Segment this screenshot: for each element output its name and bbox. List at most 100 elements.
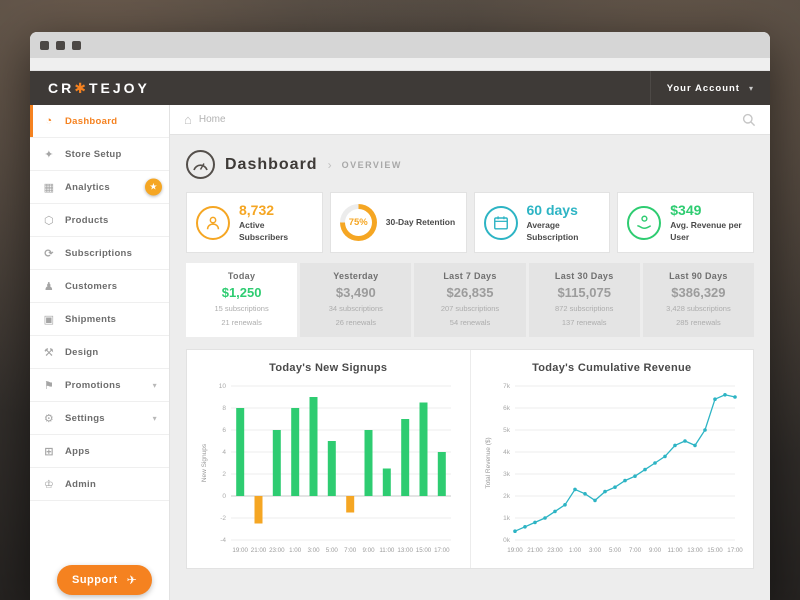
search-icon[interactable] (742, 113, 756, 127)
sidebar-item-store-setup[interactable]: ✦ Store Setup (30, 138, 169, 171)
calendar-icon (484, 206, 518, 240)
sidebar-item-label: Admin (65, 479, 96, 490)
sidebar-item-promotions[interactable]: ⚑ Promotions ▾ (30, 369, 169, 402)
account-label: Your Account (667, 83, 740, 94)
browser-chrome (30, 32, 770, 58)
sidebar-item-shipments[interactable]: ▣ Shipments (30, 303, 169, 336)
tab-last-90-days[interactable]: Last 90 Days $386,329 3,428 subscription… (643, 263, 754, 337)
breadcrumb: ⌂ Home (170, 105, 770, 135)
svg-text:3k: 3k (503, 471, 511, 478)
svg-text:11:00: 11:00 (380, 547, 396, 554)
support-button[interactable]: Support ✈ (57, 565, 152, 595)
renew-cycle-icon: ⟳ (42, 247, 56, 260)
analytics-star-badge: ★ (145, 179, 162, 196)
sidebar-item-customers[interactable]: ♟ Customers (30, 270, 169, 303)
product-tag-icon: ⬡ (42, 214, 56, 227)
svg-text:19:00: 19:00 (507, 547, 523, 554)
svg-text:1k: 1k (503, 515, 511, 522)
svg-text:19:00: 19:00 (233, 547, 249, 554)
apps-grid-icon: ⊞ (42, 445, 56, 458)
svg-text:-4: -4 (220, 537, 226, 544)
gauge-icon (186, 150, 215, 179)
logo-star-icon: ✱ (74, 80, 89, 96)
stat-label: Active Subscribers (239, 220, 313, 242)
svg-text:13:00: 13:00 (398, 547, 414, 554)
svg-text:4: 4 (223, 449, 227, 456)
revenue-per-user-icon (627, 206, 661, 240)
tab-last-7-days[interactable]: Last 7 Days $26,835 207 subscriptions 54… (414, 263, 525, 337)
sidebar-item-label: Dashboard (65, 116, 117, 127)
gear-icon: ⚙ (42, 412, 56, 425)
tab-subscriptions: 34 subscriptions (304, 303, 407, 314)
sidebar-item-dashboard[interactable]: ◔ Dashboard (30, 105, 169, 138)
sidebar-item-label: Customers (65, 281, 117, 292)
tab-subscriptions: 872 subscriptions (533, 303, 636, 314)
svg-text:5k: 5k (503, 427, 511, 434)
tab-yesterday[interactable]: Yesterday $3,490 34 subscriptions 26 ren… (300, 263, 411, 337)
stat-label: Average Subscription (527, 220, 601, 242)
window-control-icon[interactable] (72, 41, 81, 50)
svg-text:8: 8 (223, 405, 227, 412)
svg-text:-2: -2 (220, 515, 226, 522)
svg-text:17:00: 17:00 (727, 547, 743, 554)
svg-text:Total Revenue ($): Total Revenue ($) (485, 437, 492, 488)
svg-text:6k: 6k (503, 405, 511, 412)
svg-text:5:00: 5:00 (609, 547, 622, 554)
svg-text:21:00: 21:00 (527, 547, 543, 554)
svg-text:7k: 7k (503, 383, 511, 390)
account-menu[interactable]: Your Account ▾ (650, 71, 770, 105)
breadcrumb-separator: › (328, 158, 332, 172)
page-title-row: Dashboard › Overview (186, 150, 754, 179)
tab-last-30-days[interactable]: Last 30 Days $115,075 872 subscriptions … (529, 263, 640, 337)
tab-subscriptions: 3,428 subscriptions (647, 303, 750, 314)
svg-text:21:00: 21:00 (251, 547, 267, 554)
sidebar-item-analytics[interactable]: ▦ Analytics ★ (30, 171, 169, 204)
svg-text:10: 10 (219, 383, 227, 390)
bar-chart-icon: ▦ (42, 181, 56, 194)
svg-text:5:00: 5:00 (326, 547, 339, 554)
sidebar: ◔ Dashboard ✦ Store Setup ▦ Analytics ★ … (30, 105, 170, 600)
dashboard-icon: ◔ (42, 115, 56, 127)
window-control-icon[interactable] (56, 41, 65, 50)
home-icon[interactable]: ⌂ (184, 113, 192, 126)
sidebar-item-design[interactable]: ⚒ Design (30, 336, 169, 369)
subscribers-icon (196, 206, 230, 240)
chevron-down-icon: ▾ (153, 381, 157, 390)
main-content: ⌂ Home Dashboard › Overview (170, 105, 770, 600)
sidebar-item-label: Promotions (65, 380, 121, 391)
stat-value: 8,732 (239, 202, 313, 218)
sidebar-item-label: Design (65, 347, 98, 358)
sidebar-item-label: Store Setup (65, 149, 122, 160)
sidebar-item-apps[interactable]: ⊞ Apps (30, 435, 169, 468)
sidebar-item-label: Subscriptions (65, 248, 132, 259)
svg-text:2k: 2k (503, 493, 511, 500)
svg-text:1:00: 1:00 (569, 547, 582, 554)
breadcrumb-home-label[interactable]: Home (199, 114, 226, 125)
stat-average-subscription: 60 days Average Subscription (474, 192, 611, 253)
tab-revenue-value: $386,329 (647, 285, 750, 300)
tab-renewals: 285 renewals (647, 317, 750, 328)
sidebar-item-products[interactable]: ⬡ Products (30, 204, 169, 237)
svg-text:0k: 0k (503, 537, 511, 544)
stat-avg-revenue: $349 Avg. Revenue per User (617, 192, 754, 253)
svg-text:9:00: 9:00 (649, 547, 662, 554)
sidebar-item-admin[interactable]: ♔ Admin (30, 468, 169, 501)
revenue-line-chart: 7k 6k 5k 4k 3k 2k 1k 0k Total Revenue ($) 19:00 21… (475, 376, 750, 564)
svg-text:6: 6 (223, 427, 227, 434)
tab-today[interactable]: Today $1,250 15 subscriptions 21 renewal… (186, 263, 297, 337)
stat-retention: 75% 30-Day Retention (330, 192, 467, 253)
window-control-icon[interactable] (40, 41, 49, 50)
signups-chart-section: Today's New Signups 1086420-2-4New Signu… (187, 350, 470, 568)
cratejoy-logo: CR✱TEJOY (30, 80, 150, 97)
support-label: Support (72, 574, 118, 586)
sidebar-item-settings[interactable]: ⚙ Settings ▾ (30, 402, 169, 435)
svg-text:23:00: 23:00 (547, 547, 563, 554)
svg-text:4k: 4k (503, 449, 511, 456)
app-header: CR✱TEJOY Your Account ▾ (30, 71, 770, 105)
sidebar-item-subscriptions[interactable]: ⟳ Subscriptions (30, 237, 169, 270)
svg-text:New Signups: New Signups (201, 443, 208, 482)
revenue-chart-section: Today's Cumulative Revenue 7k6k5k4k3k2k1… (470, 350, 754, 568)
sidebar-item-label: Settings (65, 413, 105, 424)
tab-renewals: 26 renewals (304, 317, 407, 328)
stat-active-subscribers: 8,732 Active Subscribers (186, 192, 323, 253)
